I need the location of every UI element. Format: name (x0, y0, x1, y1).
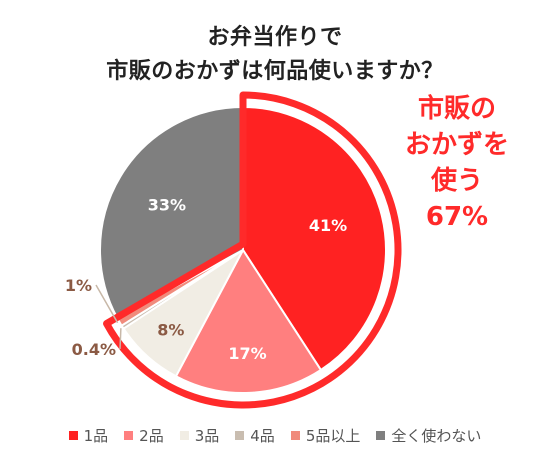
legend-swatch-6 (376, 431, 386, 440)
slice-label-6: 33% (148, 196, 186, 215)
chart-title-line-1: お弁当作りで (207, 25, 343, 50)
callout-line-3: 使う (430, 166, 483, 196)
slice-labels: 41% 17% 8% 0.4% 1% 33% (65, 196, 347, 363)
legend-item-1: 1品 (68, 425, 109, 446)
legend-label-1: 1品 (83, 427, 109, 445)
legend-item-2: 2品 (124, 425, 164, 446)
usage-highlight-outline (103, 91, 402, 409)
legend-swatch-3 (179, 431, 189, 440)
chart-legend: 1品 2品 3品 4品 5品以上 全く使わない (0, 425, 550, 446)
legend-item-3: 3品 (179, 425, 220, 446)
legend-item-5: 5品以上 (290, 425, 361, 446)
legend-swatch-2 (124, 431, 134, 440)
slice-label-2: 17% (228, 344, 266, 363)
chart-title-line-2: 市販のおかずは何品使いますか？ (106, 59, 444, 84)
slice-label-1: 41% (309, 216, 347, 235)
legend-swatch-5 (290, 431, 300, 440)
legend-label-3: 3品 (194, 427, 220, 445)
callout-line-1: 市販の (417, 94, 496, 124)
slice-label-5: 1% (65, 276, 92, 295)
label-leader-lines (95, 284, 122, 350)
callout-line-2: おかずを (404, 130, 509, 160)
legend-item-4: 4品 (235, 425, 275, 446)
slice-label-4: 0.4% (72, 340, 116, 359)
pie-slice-2 (174, 248, 323, 394)
legend-label-2: 2品 (139, 427, 164, 445)
legend-swatch-4 (235, 431, 245, 440)
callout-percent: 67% (425, 202, 489, 232)
legend-label-5: 5品以上 (305, 427, 361, 445)
slice-label-3: 8% (157, 320, 184, 339)
leader-line-5 (95, 284, 119, 324)
legend-label-4: 4品 (250, 427, 275, 445)
highlight-outline (103, 91, 402, 409)
leader-line-4 (119, 328, 122, 350)
legend-swatch-1 (68, 431, 78, 440)
legend-item-6: 全く使わない (376, 425, 481, 446)
legend-label-6: 全く使わない (391, 427, 482, 445)
